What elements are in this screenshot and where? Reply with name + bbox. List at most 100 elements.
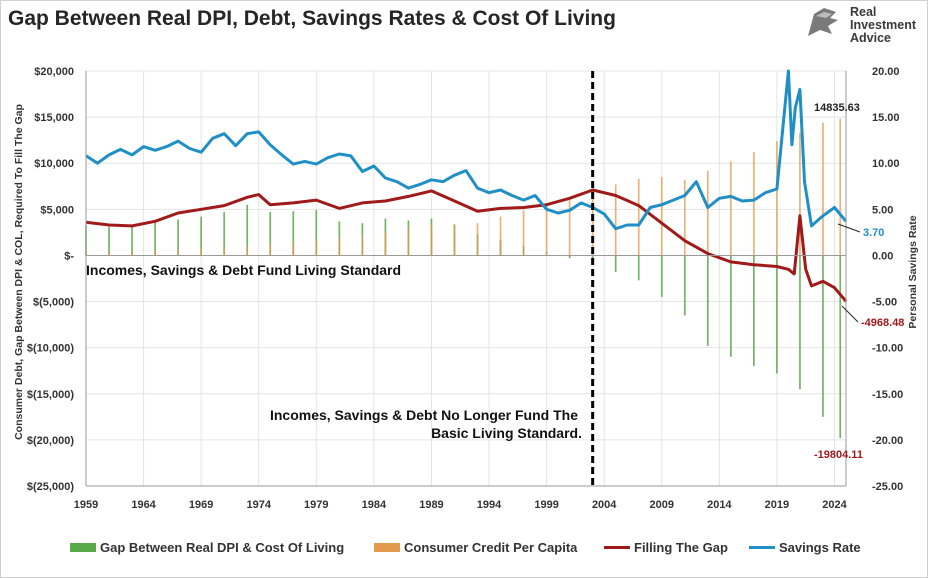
- gap-bar: [660, 255, 663, 297]
- ticks-layer: $20,000 $15,000 $10,000 $5,000 $- $(5,000) $(1…: [27, 66, 903, 511]
- credit-bar: [568, 197, 571, 256]
- credit-bar: [683, 179, 686, 256]
- credit-bar: [476, 223, 479, 256]
- bars-layer: [85, 118, 842, 439]
- legend-item-savings: Savings Rate: [749, 540, 861, 555]
- x-tick-label: 1989: [419, 499, 443, 511]
- annotation-left: Incomes, Savings & Debt Fund Living Stan…: [86, 262, 401, 278]
- savings-rate-line: [85, 69, 848, 231]
- credit-bar: [591, 189, 594, 256]
- logo: Real Investment Advice: [804, 4, 924, 48]
- gap-bar: [292, 211, 295, 256]
- y2-axis-label: Personal Savings Rate: [907, 215, 919, 328]
- credit-bar: [200, 248, 203, 256]
- y-tick-label: $5,000: [40, 204, 74, 216]
- x-tick-label: 1969: [189, 499, 213, 511]
- legend-label-filling: Filling The Gap: [634, 540, 728, 555]
- credit-bar: [753, 152, 755, 256]
- savings-end-label: 3.70: [863, 227, 884, 239]
- gap-bar: [177, 219, 179, 256]
- lines-layer: [85, 69, 848, 303]
- gap-bar: [614, 255, 617, 273]
- x-tick-label: 1959: [74, 499, 98, 511]
- legend-label-credit: Consumer Credit Per Capita: [404, 540, 578, 555]
- credit-bar: [384, 231, 387, 256]
- credit-bar: [108, 252, 110, 256]
- x-tick-label: 2019: [765, 499, 789, 511]
- y2-tick-label: 10.00: [872, 158, 900, 170]
- x-tick-label: 1964: [131, 499, 156, 511]
- gap-bar: [223, 212, 226, 256]
- gap-bar: [839, 255, 842, 439]
- credit-bar: [453, 224, 456, 256]
- credit-bar: [292, 242, 295, 256]
- annotation-right-line-1: Incomes, Savings & Debt No Longer Fund T…: [270, 407, 578, 423]
- y-tick-label: $-: [64, 250, 74, 262]
- credit-bar: [822, 122, 824, 256]
- credit-bar: [499, 216, 502, 256]
- y-tick-label: $(20,000): [27, 435, 74, 447]
- legend-swatch-gap: [70, 543, 96, 552]
- credit-bar: [131, 251, 133, 256]
- y2-tick-label: -5.00: [872, 297, 897, 309]
- logo-line-2: Investment: [850, 18, 916, 32]
- y-axis-label: Consumer Debt, Gap Between DPI & COL, Re…: [13, 104, 25, 440]
- filling-leader: [841, 305, 859, 323]
- y2-tick-label: -10.00: [872, 343, 903, 355]
- axes-layer: [85, 71, 861, 487]
- credit-bar: [545, 204, 548, 256]
- y2-tick-label: -25.00: [872, 481, 903, 493]
- x-tick-label: 2024: [822, 499, 847, 511]
- credit-bar: [729, 161, 732, 256]
- logo-line-3: Advice: [850, 31, 891, 45]
- y2-tick-label: 0.00: [872, 250, 893, 262]
- credit-bar: [799, 132, 801, 256]
- x-tick-label: 2009: [650, 499, 674, 511]
- legend-item-credit: Consumer Credit Per Capita: [374, 540, 577, 555]
- grid-layer: [85, 70, 846, 487]
- logo-line-1: Real: [850, 5, 877, 19]
- y2-tick-label: 20.00: [872, 66, 900, 78]
- credit-bar: [154, 250, 156, 256]
- legend-label-gap: Gap Between Real DPI & Cost Of Living: [100, 540, 345, 555]
- credit-bar: [338, 238, 341, 256]
- y2-tick-label: 5.00: [872, 204, 893, 216]
- legend-item-filling: Filling The Gap: [604, 540, 728, 555]
- eagle-logo-icon: [808, 8, 838, 36]
- credit-bar: [430, 225, 433, 256]
- y2-tick-label: -20.00: [872, 435, 903, 447]
- y-tick-label: $15,000: [34, 112, 74, 124]
- credit-bar: [637, 178, 640, 256]
- credit-bar: [407, 227, 410, 256]
- x-tick-label: 1984: [362, 499, 387, 511]
- gap-bar: [568, 255, 571, 259]
- filling-end-label: -4968.48: [861, 317, 904, 329]
- x-tick-label: 2004: [592, 499, 617, 511]
- gap-bar: [154, 222, 156, 256]
- gap-bar: [776, 255, 778, 374]
- x-tick-label: 1999: [534, 499, 558, 511]
- y-tick-label: $(25,000): [27, 481, 74, 493]
- credit-bar: [246, 245, 249, 256]
- gap-bar: [753, 255, 755, 367]
- credit-bar: [706, 170, 709, 256]
- y-tick-label: $(15,000): [27, 389, 74, 401]
- legend-swatch-savings: [749, 546, 775, 549]
- y-tick-label: $(10,000): [27, 343, 74, 355]
- legend-item-gap: Gap Between Real DPI & Cost Of Living: [70, 540, 344, 555]
- credit-bar: [614, 184, 617, 256]
- credit-bar: [269, 243, 272, 256]
- gap-bar: [637, 255, 640, 281]
- legend-swatch-credit: [374, 543, 400, 552]
- y2-tick-label: 15.00: [872, 112, 900, 124]
- x-tick-label: 1979: [304, 499, 328, 511]
- gap-bar: [799, 255, 801, 390]
- legend-swatch-filling: [604, 546, 630, 549]
- y-tick-label: $20,000: [34, 66, 74, 78]
- logo-text: Real Investment Advice: [850, 6, 916, 45]
- gap-end-label: -19804.11: [814, 449, 863, 461]
- credit-bar: [177, 249, 179, 256]
- x-tick-label: 1994: [477, 499, 502, 511]
- savings-leader: [837, 223, 861, 233]
